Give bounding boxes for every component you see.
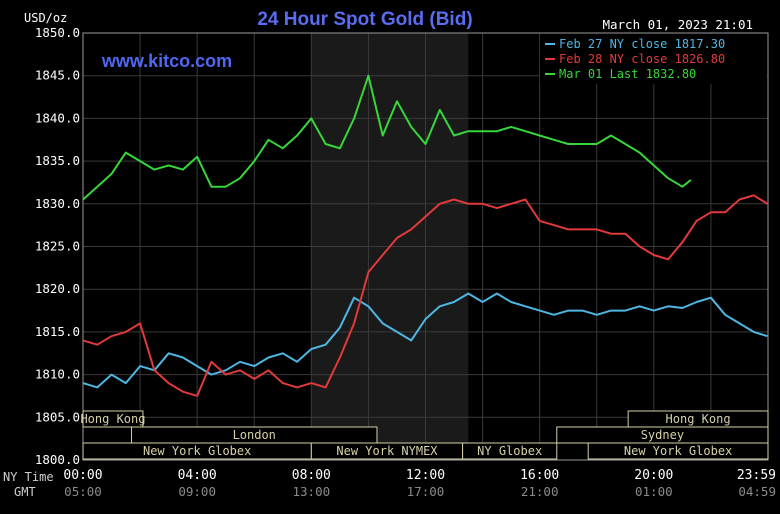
plot-frame — [82, 32, 769, 461]
x-tick-label-gmt: 13:00 — [293, 484, 331, 499]
kitco-watermark-link[interactable]: www.kitco.com — [101, 51, 232, 71]
session-label: NY Globex — [477, 444, 542, 458]
session-label: London — [233, 428, 276, 442]
y-axis-unit-label: USD/oz — [24, 11, 67, 25]
y-tick-label: 1835.0 — [35, 153, 80, 168]
chart-grid — [82, 32, 769, 461]
legend-entry: Feb 27 NY close 1817.30 — [559, 37, 725, 51]
x-tick-label-ny: 00:00 — [63, 468, 102, 483]
x-tick-label-ny: 04:00 — [178, 468, 217, 483]
session-box — [462, 442, 558, 460]
x-tick-label-gmt: 09:00 — [178, 484, 216, 499]
session-label: New York NYMEX — [336, 444, 438, 458]
y-axis: 1850.0 1845.0 1840.0 1835.0 1830.0 1825.0 1820… — [35, 25, 80, 467]
y-tick-label: 1830.0 — [35, 196, 80, 211]
session-label: Sydney — [641, 428, 684, 442]
session-label: Hong Kong — [80, 412, 145, 426]
y-tick-label: 1820.0 — [35, 281, 80, 296]
ny-time-axis-label: NY Time — [3, 470, 54, 484]
y-tick-label: 1800.0 — [35, 452, 80, 467]
x-tick-label-ny: 16:00 — [520, 468, 559, 483]
series-line-0 — [82, 292, 768, 389]
legend-entry: Mar 01 Last 1832.80 — [559, 67, 696, 81]
y-tick-label: 1815.0 — [35, 324, 80, 339]
y-tick-label: 1805.0 — [35, 409, 80, 424]
session-label: Hong Kong — [666, 412, 731, 426]
market-sessions: Hong Kong Hong Kong London Sydney New York G… — [80, 410, 769, 460]
session-label: New York Globex — [143, 444, 251, 458]
session-box — [587, 442, 769, 460]
series-line-1 — [82, 194, 768, 397]
gmt-axis-label: GMT — [14, 485, 36, 499]
x-tick-label-gmt: 01:00 — [635, 484, 673, 499]
x-tick-label-gmt: 21:00 — [521, 484, 559, 499]
legend-entry: Feb 28 NY close 1826.80 — [559, 52, 725, 66]
series-lines — [82, 74, 768, 397]
x-tick-label-ny: 20:00 — [634, 468, 673, 483]
y-tick-label: 1845.0 — [35, 68, 80, 83]
chart-title: 24 Hour Spot Gold (Bid) — [257, 9, 472, 30]
session-label: New York Globex — [624, 444, 732, 458]
y-tick-label: 1810.0 — [35, 367, 80, 382]
y-tick-label: 1825.0 — [35, 239, 80, 254]
legend-box — [540, 34, 767, 84]
x-tick-label-gmt: 04:59 — [738, 484, 776, 499]
chart-timestamp: March 01, 2023 21:01 — [602, 17, 753, 32]
y-tick-label: 1850.0 — [35, 25, 80, 40]
x-tick-label-ny: 08:00 — [292, 468, 331, 483]
x-tick-label-gmt: 05:00 — [64, 484, 102, 499]
series-line-2 — [82, 74, 692, 201]
x-tick-label-ny: 12:00 — [406, 468, 445, 483]
session-box — [82, 410, 144, 428]
y-tick-label: 1840.0 — [35, 110, 80, 125]
x-tick-label-ny: 23:59 — [737, 468, 776, 483]
x-tick-label-gmt: 17:00 — [407, 484, 445, 499]
